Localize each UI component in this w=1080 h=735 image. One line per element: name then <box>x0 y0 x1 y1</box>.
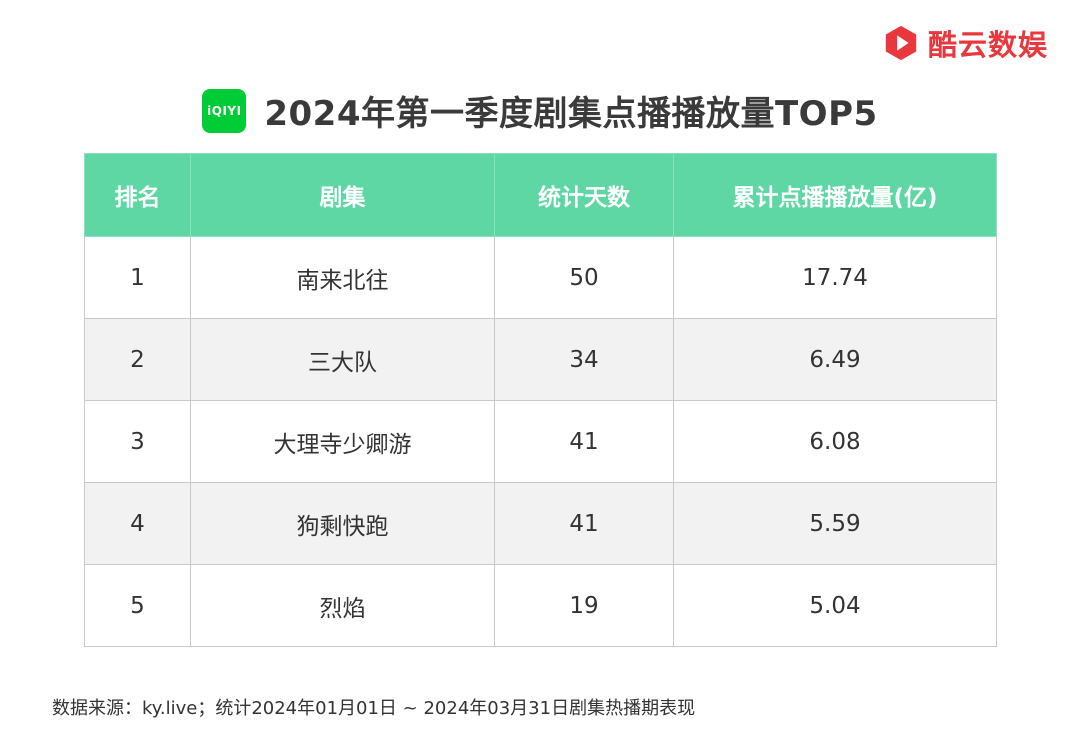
column-header-rank: 排名 <box>84 153 191 237</box>
table-header-row: 排名 剧集 统计天数 累计点播播放量(亿) <box>84 153 997 237</box>
days-cell: 19 <box>494 564 674 647</box>
rank-cell: 4 <box>84 482 191 565</box>
column-header-plays: 累计点播播放量(亿) <box>673 153 997 237</box>
iqiyi-logo-icon: iQIYI <box>202 88 247 133</box>
days-cell: 50 <box>494 236 674 319</box>
rank-cell: 5 <box>84 564 191 647</box>
brand-header: 酷云数娱 <box>882 22 1048 64</box>
column-header-days: 统计天数 <box>494 153 674 237</box>
show-cell: 三大队 <box>190 318 495 401</box>
source-footnote: 数据来源：ky.live；统计2024年01月01日 ~ 2024年03月31日… <box>52 698 696 719</box>
table-row: 4 狗剩快跑 41 5.59 <box>84 482 997 565</box>
table-row: 5 烈焰 19 5.04 <box>84 564 997 647</box>
brand-name: 酷云数娱 <box>927 28 1048 62</box>
plays-cell: 6.49 <box>673 318 997 401</box>
show-cell: 狗剩快跑 <box>190 482 495 565</box>
days-cell: 41 <box>494 400 674 483</box>
show-cell: 烈焰 <box>190 564 495 647</box>
show-cell: 大理寺少卿游 <box>190 400 495 483</box>
rank-cell: 1 <box>84 236 191 319</box>
plays-cell: 17.74 <box>673 236 997 319</box>
rank-cell: 3 <box>84 400 191 483</box>
page-title: 2024年第一季度剧集点播播放量TOP5 <box>264 94 878 134</box>
plays-cell: 6.08 <box>673 400 997 483</box>
kuyun-logo-icon <box>885 25 917 61</box>
ranking-table: 排名 剧集 统计天数 累计点播播放量(亿) 1 南来北往 50 17.74 2 … <box>84 153 997 647</box>
show-cell: 南来北往 <box>190 236 495 319</box>
table-row: 3 大理寺少卿游 41 6.08 <box>84 400 997 483</box>
column-header-show: 剧集 <box>190 153 495 237</box>
days-cell: 41 <box>494 482 674 565</box>
table-row: 1 南来北往 50 17.74 <box>84 236 997 319</box>
table-row: 2 三大队 34 6.49 <box>84 318 997 401</box>
plays-cell: 5.59 <box>673 482 997 565</box>
plays-cell: 5.04 <box>673 564 997 647</box>
rank-cell: 2 <box>84 318 191 401</box>
title-row: iQIYI 2024年第一季度剧集点播播放量TOP5 <box>0 86 1080 135</box>
days-cell: 34 <box>494 318 674 401</box>
